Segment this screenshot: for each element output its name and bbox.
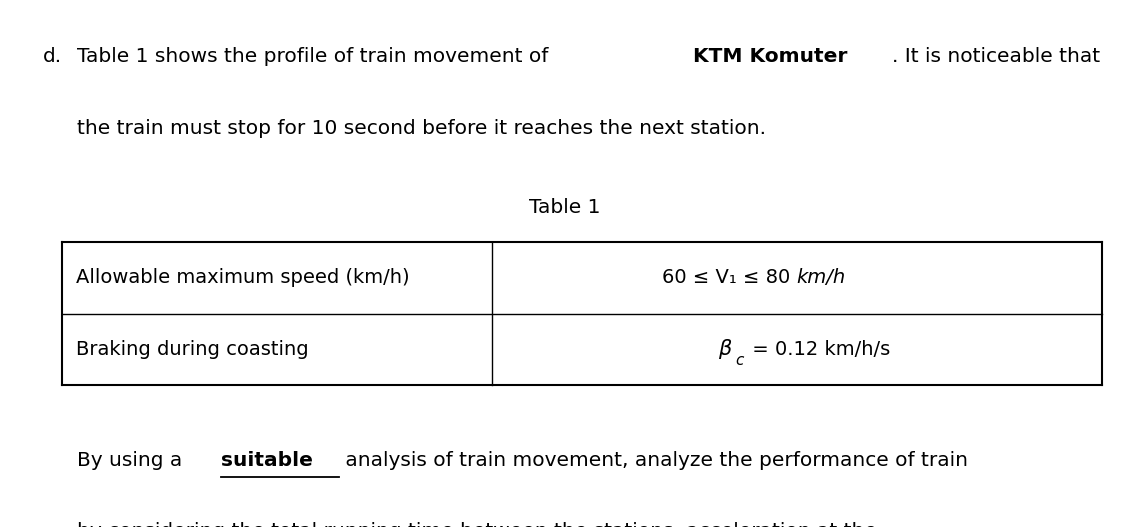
- Text: suitable: suitable: [220, 451, 313, 470]
- Text: by considering the total running time between the stations, acceleration at the: by considering the total running time be…: [77, 522, 877, 527]
- Text: Table 1 shows the profile of train movement of: Table 1 shows the profile of train movem…: [77, 47, 555, 66]
- Text: d.: d.: [43, 47, 62, 66]
- Text: the train must stop for 10 second before it reaches the next station.: the train must stop for 10 second before…: [77, 119, 766, 138]
- Text: By using a: By using a: [77, 451, 189, 470]
- Text: . It is noticeable that: . It is noticeable that: [893, 47, 1101, 66]
- Text: 60 ≤ V₁ ≤ 80: 60 ≤ V₁ ≤ 80: [662, 268, 797, 288]
- Text: c: c: [734, 353, 744, 368]
- Text: Allowable maximum speed (km/h): Allowable maximum speed (km/h): [76, 268, 409, 288]
- Text: km/h: km/h: [797, 268, 846, 288]
- Text: = 0.12 km/h/s: = 0.12 km/h/s: [746, 339, 889, 359]
- Text: analysis of train movement, analyze the performance of train: analysis of train movement, analyze the …: [339, 451, 968, 470]
- Text: KTM Komuter: KTM Komuter: [694, 47, 848, 66]
- Text: Table 1: Table 1: [529, 198, 601, 217]
- Text: Braking during coasting: Braking during coasting: [76, 339, 308, 359]
- Text: β: β: [718, 339, 731, 359]
